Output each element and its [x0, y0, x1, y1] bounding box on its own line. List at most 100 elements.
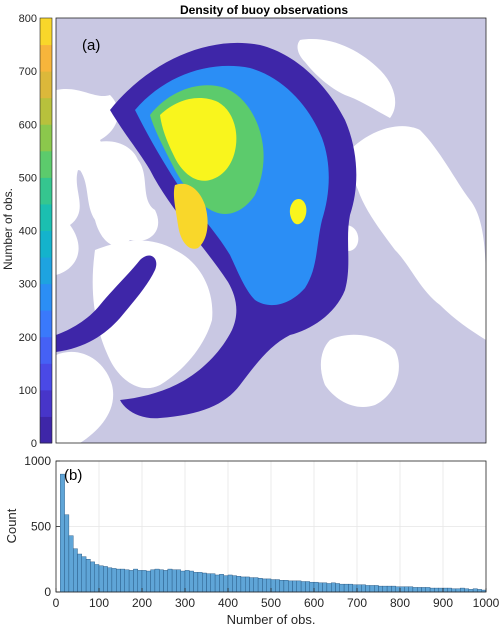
histogram-bar	[318, 582, 323, 593]
colorbar-tick-label: 400	[19, 226, 37, 238]
histogram-bar	[386, 585, 392, 593]
histogram-bar	[266, 578, 272, 593]
land-greenland	[92, 240, 213, 389]
histogram-bar	[77, 553, 82, 593]
colorbar-segment	[40, 177, 52, 205]
histogram-x-tick-label: 100	[89, 596, 109, 610]
colorbar-segment	[40, 71, 52, 99]
histogram-bar	[124, 569, 130, 593]
colorbar-segment	[40, 310, 52, 338]
histogram-bar	[219, 574, 224, 593]
land-north-america	[56, 88, 119, 275]
colorbar-segment	[40, 389, 52, 417]
panel-label-b: (b)	[64, 467, 82, 484]
histogram-bar	[180, 570, 186, 593]
histogram-y-label: Count	[4, 508, 19, 543]
histogram-bar	[361, 584, 366, 593]
histogram-bar	[253, 577, 259, 593]
histogram-bar	[141, 570, 147, 593]
histogram-bar	[472, 588, 478, 593]
histogram-bar	[249, 577, 255, 593]
colorbar-tick-labels: 0 100 200 300 400 500 600 700 800	[19, 13, 37, 450]
histogram-bar	[455, 588, 461, 593]
histogram-bar	[133, 568, 138, 593]
histogram-bar	[107, 567, 113, 593]
histogram-bar	[412, 587, 418, 593]
colorbar-segment	[40, 416, 52, 444]
histogram-bar	[90, 561, 95, 593]
histogram-bar	[60, 473, 65, 593]
histogram-bar	[438, 587, 444, 593]
histogram-bar	[275, 579, 280, 593]
histogram-bar	[339, 583, 345, 593]
histogram-bar	[128, 570, 134, 593]
histogram-bar	[163, 570, 169, 593]
map-panel: (a)	[55, 17, 487, 444]
histogram-x-tick-label: 600	[304, 596, 324, 610]
histogram-x-tick-label: 1000	[473, 596, 500, 610]
map-frame	[55, 17, 487, 444]
histogram-bar	[176, 569, 181, 593]
histogram-x-label: Number of obs.	[227, 612, 316, 627]
colorbar-segment	[40, 230, 52, 258]
land-novaya-zemlya	[375, 179, 397, 217]
histogram-bar	[167, 568, 173, 593]
histogram-bar	[115, 568, 121, 593]
histogram-bar	[68, 535, 74, 593]
land-masses	[56, 39, 486, 443]
histogram-bar	[120, 568, 125, 593]
histogram-bar	[425, 587, 431, 593]
colorbar-tick-label: 300	[19, 279, 37, 291]
histogram-bar	[352, 584, 358, 593]
histogram-bar	[232, 575, 237, 593]
histogram-bar	[85, 559, 91, 593]
density-level-arm-left	[56, 255, 157, 352]
histogram-bar	[206, 573, 211, 593]
histogram-bar	[399, 586, 405, 593]
histogram-panel: 0 100 200 300 400 500 600 700 800 900 1000 0 500 100…	[4, 454, 500, 627]
histogram-bar	[72, 548, 78, 593]
histogram-bar	[421, 587, 427, 593]
histogram-bar	[137, 570, 143, 593]
histogram-bar	[257, 578, 263, 593]
histogram-bar	[98, 565, 104, 593]
histogram-bar	[335, 583, 341, 593]
colorbar	[39, 17, 53, 444]
colorbar-segment	[40, 44, 52, 72]
colorbar-segment	[40, 18, 52, 46]
histogram-bar	[378, 585, 384, 593]
histogram-x-tick-label: 400	[218, 596, 238, 610]
histogram-y-tick-label: 500	[31, 520, 51, 534]
histogram-bar	[391, 585, 396, 593]
histogram-bar	[369, 585, 375, 593]
colorbar-tick-label: 0	[31, 438, 37, 450]
histogram-bar	[240, 576, 246, 593]
colorbar-tick-label: 800	[19, 13, 37, 25]
histogram-bar	[279, 580, 285, 593]
histogram-bar	[356, 584, 362, 593]
colorbar-tick-label: 500	[19, 172, 37, 184]
colorbar-tick-label: 100	[19, 385, 37, 397]
histogram-x-tick-label: 0	[53, 596, 60, 610]
histogram-bar	[322, 582, 328, 593]
histogram-bar	[404, 586, 409, 593]
histogram-bar	[189, 570, 194, 593]
histogram-bar	[365, 585, 371, 593]
colorbar-segment	[40, 124, 52, 152]
colorbar-tick-label: 700	[19, 66, 37, 78]
histogram-x-tick-label: 200	[132, 596, 152, 610]
land-hudson-region	[56, 351, 114, 443]
histogram-bar	[305, 581, 310, 593]
histogram-bar	[214, 574, 220, 593]
density-level-peak	[160, 98, 237, 181]
histogram-bar	[434, 587, 439, 593]
histogram-y-tick-label: 1000	[24, 454, 51, 468]
histogram-bar	[94, 564, 100, 593]
histogram-bar	[313, 581, 319, 593]
histogram-bar	[262, 578, 267, 593]
colorbar-tick-label: 600	[19, 119, 37, 131]
histogram-bar	[154, 568, 160, 593]
histogram-bar	[464, 588, 470, 593]
histogram-bar	[296, 580, 302, 593]
histogram-bar	[382, 585, 388, 593]
